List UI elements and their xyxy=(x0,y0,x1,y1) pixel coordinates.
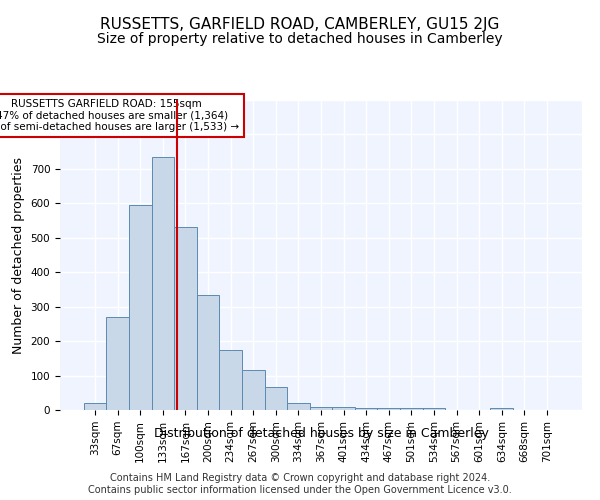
Bar xyxy=(152,157,174,410)
Bar xyxy=(422,408,445,410)
Bar xyxy=(400,408,422,410)
Bar xyxy=(310,406,332,410)
Bar xyxy=(129,205,152,410)
Bar xyxy=(242,370,265,410)
Text: RUSSETTS GARFIELD ROAD: 155sqm
← 47% of detached houses are smaller (1,364)
53% : RUSSETTS GARFIELD ROAD: 155sqm ← 47% of … xyxy=(0,99,239,132)
Text: Contains HM Land Registry data © Crown copyright and database right 2024.
Contai: Contains HM Land Registry data © Crown c… xyxy=(88,474,512,495)
Text: Size of property relative to detached houses in Camberley: Size of property relative to detached ho… xyxy=(97,32,503,46)
Bar xyxy=(377,408,400,410)
Text: Distribution of detached houses by size in Camberley: Distribution of detached houses by size … xyxy=(154,428,488,440)
Bar xyxy=(287,403,310,410)
Bar xyxy=(355,408,377,410)
Bar xyxy=(490,408,513,410)
Text: RUSSETTS, GARFIELD ROAD, CAMBERLEY, GU15 2JG: RUSSETTS, GARFIELD ROAD, CAMBERLEY, GU15… xyxy=(100,18,500,32)
Bar xyxy=(197,294,220,410)
Bar xyxy=(106,317,129,410)
Bar xyxy=(332,406,355,410)
Y-axis label: Number of detached properties: Number of detached properties xyxy=(12,156,25,354)
Bar xyxy=(220,350,242,410)
Bar xyxy=(84,403,106,410)
Bar xyxy=(174,228,197,410)
Bar xyxy=(265,386,287,410)
